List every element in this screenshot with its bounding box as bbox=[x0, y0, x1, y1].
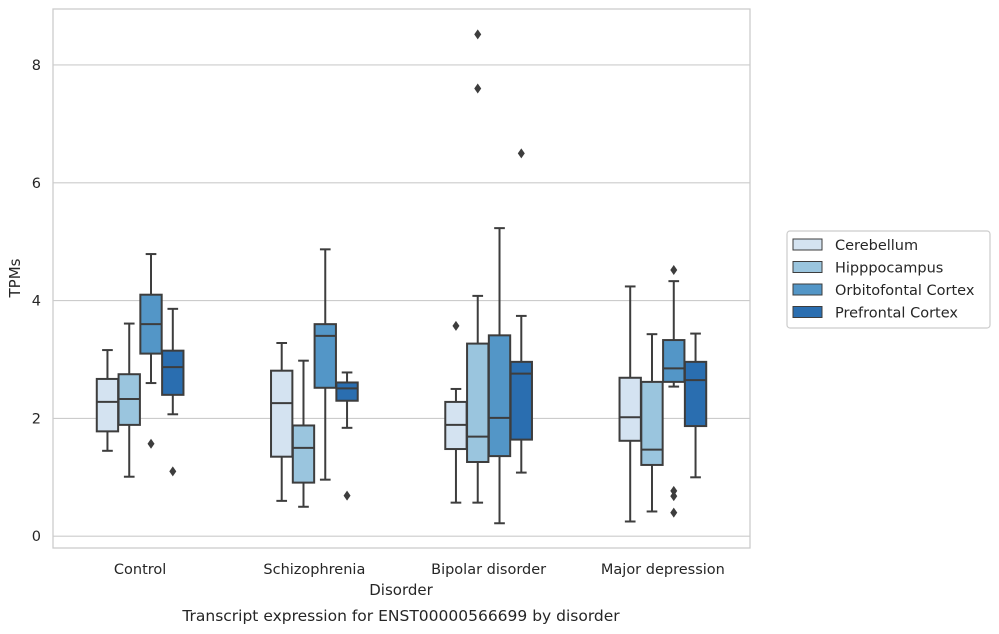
x-tick-label: Major depression bbox=[601, 562, 725, 578]
legend-label: Prefrontal Cortex bbox=[835, 306, 958, 322]
box-iqr bbox=[335, 381, 359, 402]
legend-swatch bbox=[792, 283, 823, 296]
y-axis-label: TPMs bbox=[6, 258, 24, 298]
legend-swatch bbox=[792, 306, 823, 318]
box-iqr bbox=[291, 424, 316, 484]
box-iqr bbox=[161, 349, 185, 396]
plot-frame bbox=[52, 8, 751, 549]
box-cerebellum-3 bbox=[618, 285, 642, 523]
outlier-point bbox=[343, 490, 351, 501]
outlier-point bbox=[517, 148, 525, 159]
box-plots bbox=[95, 29, 708, 525]
chart-title: Transcript expression for ENST0000056669… bbox=[181, 607, 620, 625]
y-tick-label: 6 bbox=[32, 176, 41, 192]
box-iqr bbox=[509, 360, 533, 441]
outlier-point bbox=[169, 466, 177, 477]
y-tick-label: 8 bbox=[32, 58, 41, 74]
x-tick-label: Bipolar disorder bbox=[431, 562, 546, 578]
x-tick-label: Control bbox=[114, 562, 166, 578]
box-orbitofontal-cortex-2 bbox=[487, 227, 512, 525]
outlier-point bbox=[670, 264, 678, 275]
outlier-point bbox=[670, 507, 678, 518]
box-prefrontal-cortex-3 bbox=[683, 332, 708, 479]
outlier-point bbox=[670, 491, 678, 502]
box-cerebellum-1 bbox=[270, 342, 294, 502]
box-hipppocampus-0 bbox=[117, 322, 141, 478]
box-iqr bbox=[662, 339, 686, 383]
legend: Cerebellum Hipppocampus Orbitofontal Corte… bbox=[786, 230, 991, 329]
legend-swatch bbox=[792, 261, 823, 273]
box-iqr bbox=[270, 369, 294, 458]
y-tick-label: 4 bbox=[32, 294, 41, 310]
outlier-point bbox=[670, 485, 678, 496]
y-tick-label: 2 bbox=[32, 411, 41, 427]
box-prefrontal-cortex-1 bbox=[335, 371, 359, 501]
outlier-point bbox=[474, 83, 482, 94]
x-tick-label: Schizophrenia bbox=[263, 562, 365, 578]
box-orbitofontal-cortex-0 bbox=[139, 253, 163, 449]
box-hipppocampus-2 bbox=[466, 29, 490, 504]
x-tick-labels: Control Schizophrenia Bipolar disorder Majo… bbox=[114, 562, 725, 578]
box-orbitofontal-cortex-1 bbox=[313, 248, 337, 481]
x-axis-label: Disorder bbox=[369, 581, 433, 599]
box-iqr bbox=[313, 323, 337, 389]
box-cerebellum-2 bbox=[444, 320, 468, 504]
box-cerebellum-0 bbox=[95, 349, 120, 452]
box-prefrontal-cortex-0 bbox=[161, 307, 185, 477]
box-prefrontal-cortex-2 bbox=[509, 148, 533, 474]
box-iqr bbox=[683, 360, 708, 428]
box-iqr bbox=[618, 376, 642, 442]
outlier-point bbox=[147, 438, 155, 449]
legend-label: Orbitofontal Cortex bbox=[835, 283, 975, 299]
outlier-point bbox=[452, 320, 460, 331]
y-tick-labels: 0 2 4 6 8 bbox=[32, 58, 41, 545]
box-iqr bbox=[95, 377, 120, 433]
y-tick-label: 0 bbox=[32, 529, 41, 545]
box-iqr bbox=[466, 342, 490, 463]
legend-frame bbox=[786, 230, 991, 329]
box-iqr bbox=[640, 380, 664, 466]
box-hipppocampus-3 bbox=[640, 333, 664, 513]
legend-label: Hipppocampus bbox=[835, 261, 943, 277]
legend-swatch bbox=[792, 238, 823, 251]
box-orbitofontal-cortex-3 bbox=[662, 264, 686, 518]
box-iqr bbox=[487, 334, 512, 458]
legend-label: Cerebellum bbox=[835, 238, 918, 254]
box-hipppocampus-1 bbox=[291, 359, 316, 508]
outlier-point bbox=[474, 29, 482, 40]
